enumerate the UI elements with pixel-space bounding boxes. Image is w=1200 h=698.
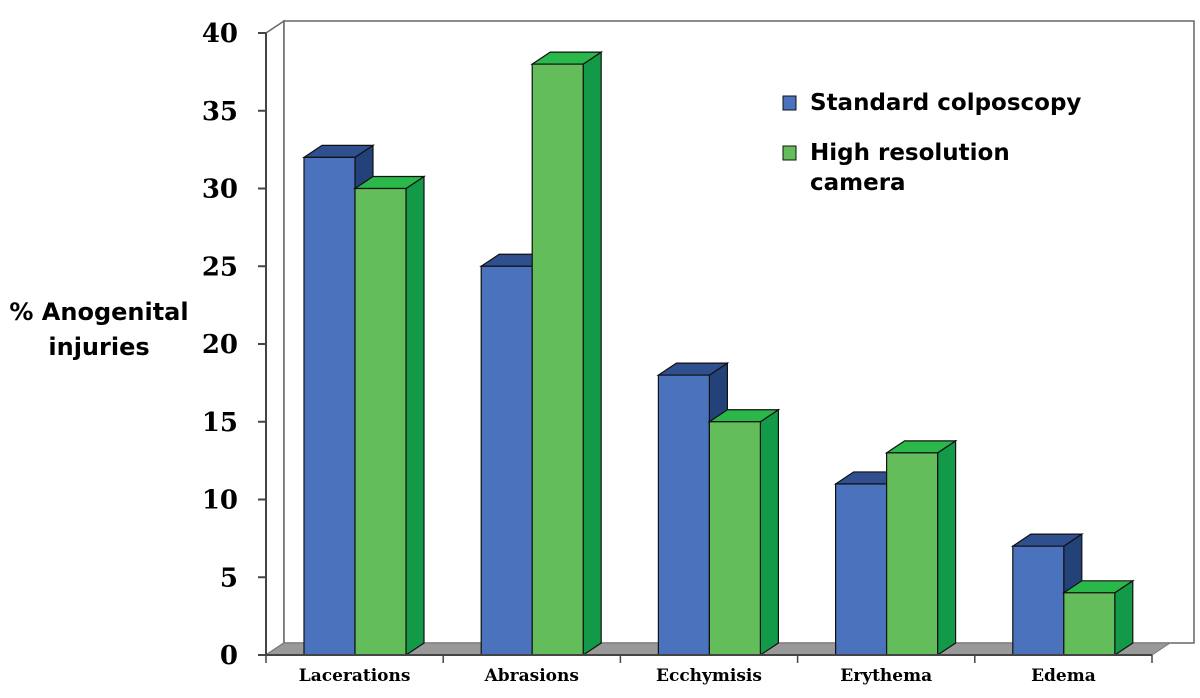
bar-side [936, 439, 957, 657]
bar-1-2 [707, 408, 781, 657]
x-tick-label: Abrasions [484, 666, 579, 686]
y-tick-label: 10 [202, 486, 238, 516]
legend: Standard colposcopy High resolution camera [782, 90, 1081, 196]
y-tick-label: 5 [220, 563, 238, 593]
y-axis: 0 5 10 15 20 25 30 35 40 [202, 19, 267, 671]
bar-side [759, 408, 780, 657]
bar-1-4 [1061, 579, 1135, 657]
bar-side [405, 175, 425, 657]
y-axis-title-line: % Anogenital [9, 298, 188, 326]
y-tick-label: 30 [202, 175, 238, 205]
bar-side [582, 50, 602, 657]
bar-1-1 [530, 50, 604, 657]
legend-label: camera [810, 170, 906, 196]
bar [1012, 545, 1065, 656]
legend-label: High resolution [810, 140, 1010, 166]
side-wall [265, 19, 285, 657]
x-tick-label: Lacerations [299, 666, 411, 686]
bar-1-3 [884, 439, 958, 657]
bar [480, 265, 533, 656]
legend-label: Standard colposcopy [810, 90, 1081, 116]
y-tick-label: 25 [202, 252, 238, 282]
bar [657, 374, 711, 656]
legend-entry: Standard colposcopy [782, 90, 1081, 116]
bar [708, 421, 762, 656]
bar [1063, 592, 1116, 656]
legend-swatch [782, 145, 797, 161]
bar [303, 156, 356, 656]
bar [834, 483, 888, 656]
bar-side [1114, 579, 1134, 657]
x-tick-label: Erythema [840, 666, 932, 686]
y-axis-title-line: injuries [48, 333, 149, 361]
legend-entry: High resolution camera [782, 140, 1010, 196]
y-tick-label: 35 [202, 97, 238, 127]
y-tick-label: 40 [202, 19, 238, 49]
y-tick-label: 15 [202, 408, 238, 438]
y-tick-label: 0 [220, 641, 238, 671]
bar [354, 187, 407, 656]
x-axis: Lacerations Abrasions Ecchymisis Erythema Ed… [265, 654, 1153, 686]
y-tick-label: 20 [202, 330, 238, 360]
y-axis-title: % Anogenital injuries [9, 298, 188, 361]
bar-1-0 [353, 175, 426, 657]
x-tick-label: Edema [1031, 666, 1096, 686]
bar [531, 63, 584, 656]
legend-swatch [782, 95, 797, 111]
x-tick-label: Ecchymisis [656, 666, 762, 686]
bars [302, 50, 1135, 657]
bar [885, 452, 939, 656]
